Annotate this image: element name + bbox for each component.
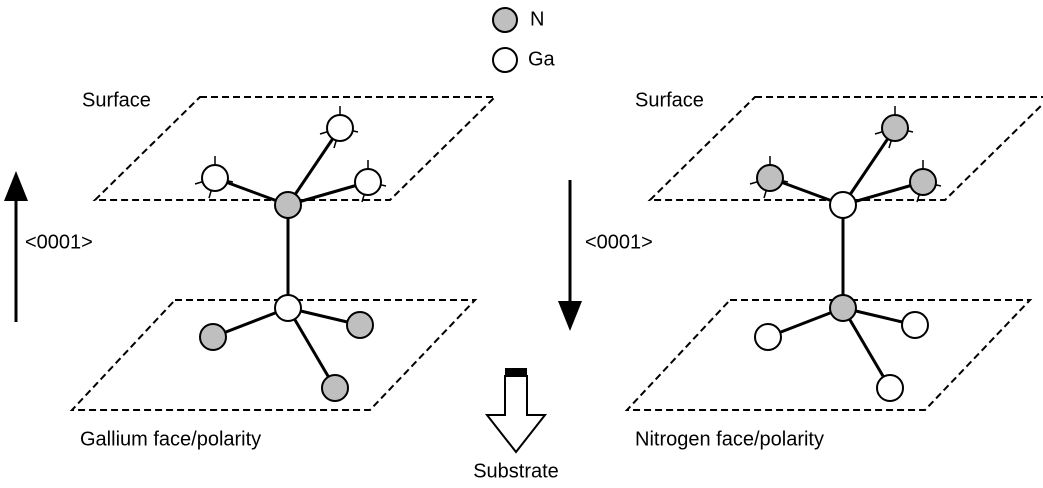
n-face-panel [624, 96, 1043, 411]
surface-label: Surface [82, 89, 151, 111]
atom [274, 294, 302, 322]
bond [286, 307, 337, 389]
legend-label: Ga [528, 48, 556, 70]
atom [756, 164, 784, 192]
direction-label: <0001> [585, 231, 653, 253]
surface-label: Surface [635, 89, 704, 111]
atom [829, 294, 857, 322]
atom [901, 311, 929, 339]
atom [274, 191, 302, 219]
atom [909, 168, 937, 196]
atom [326, 114, 354, 142]
bond [841, 307, 892, 389]
legend-ga-icon [492, 47, 518, 73]
caption: Gallium face/polarity [80, 428, 261, 450]
atom [881, 114, 909, 142]
atom [321, 374, 349, 402]
substrate-plane [624, 299, 1033, 411]
atom [829, 191, 857, 219]
atom [754, 323, 782, 351]
atom [199, 323, 227, 351]
atom [354, 168, 382, 196]
surface-plane [92, 96, 498, 201]
direction-label: <0001> [25, 231, 93, 253]
surface-plane [647, 96, 1043, 201]
substrate-plane [69, 299, 478, 411]
substrate-bar [505, 368, 527, 376]
atom [346, 311, 374, 339]
bond [286, 127, 342, 206]
legend-n-icon [492, 7, 518, 33]
bond [841, 127, 897, 206]
substrate-arrow [484, 375, 548, 454]
atom [876, 374, 904, 402]
caption: Nitrogen face/polarity [635, 428, 824, 450]
atom [201, 164, 229, 192]
legend-label: N [530, 8, 544, 30]
ga-face-panel [69, 96, 498, 411]
substrate-label: Substrate [473, 460, 559, 482]
